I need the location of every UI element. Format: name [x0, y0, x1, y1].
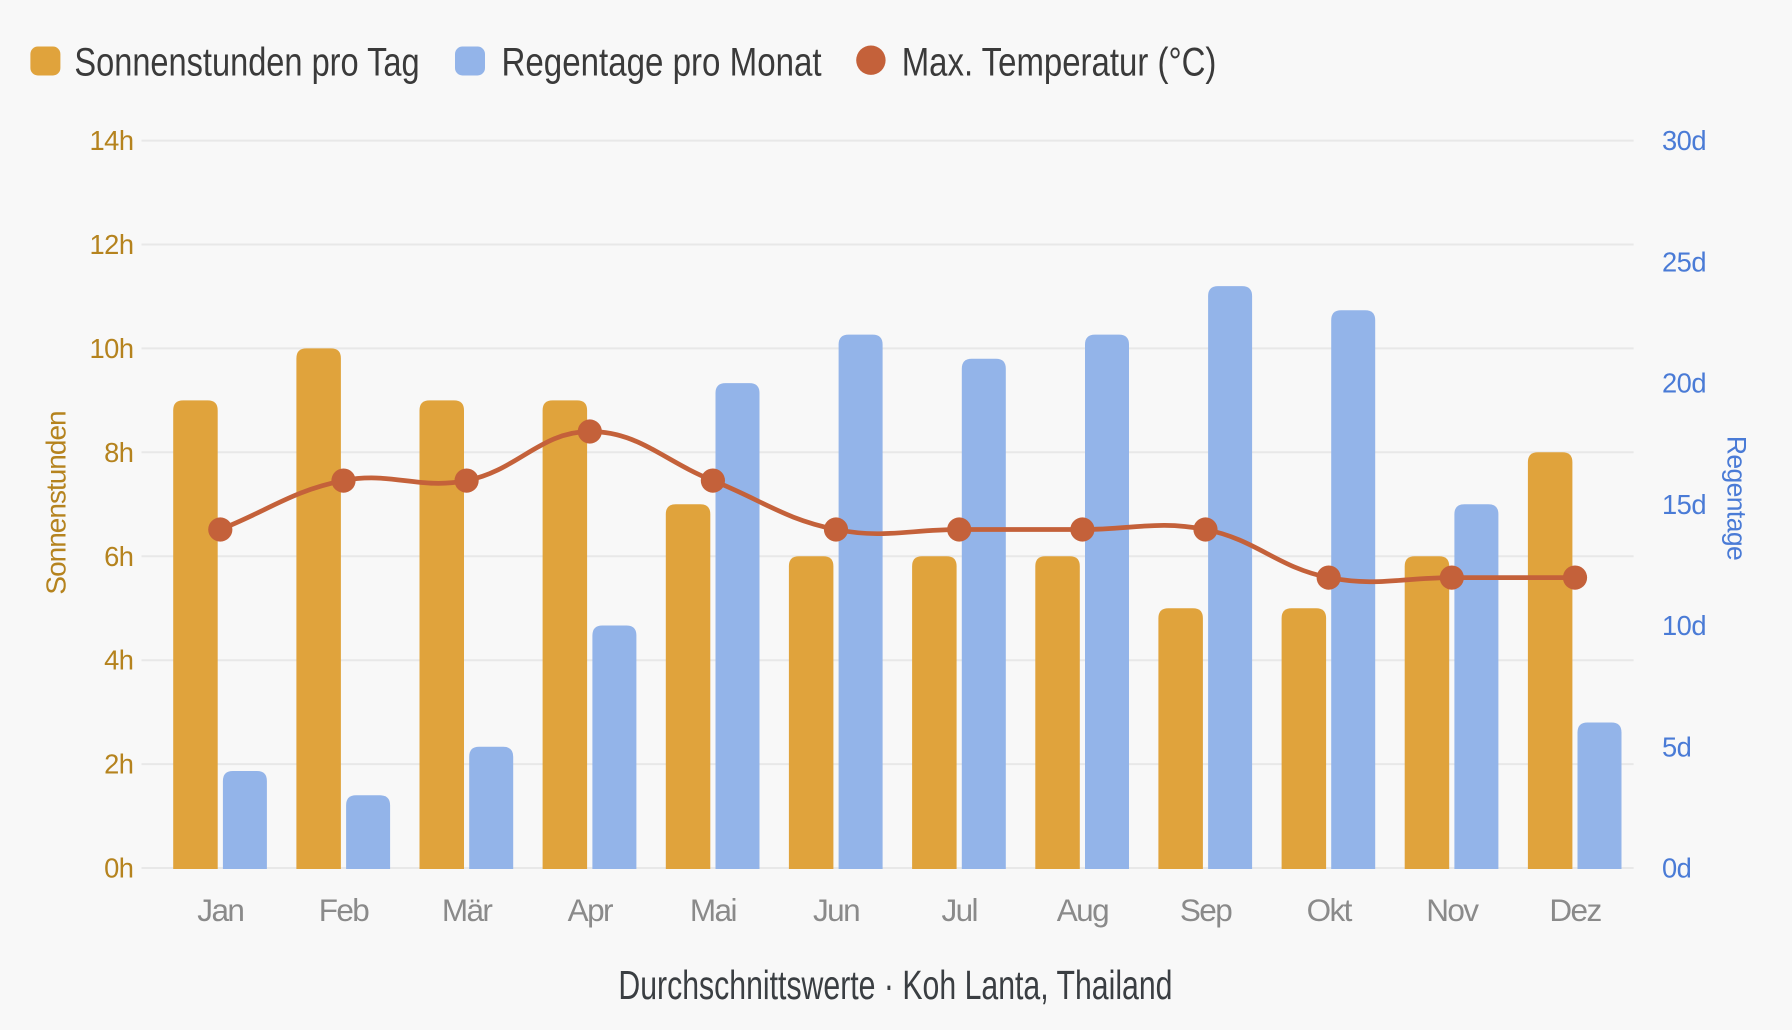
svg-text:5d: 5d — [1662, 731, 1691, 762]
svg-text:0d: 0d — [1662, 853, 1691, 884]
svg-text:20d: 20d — [1662, 368, 1706, 399]
svg-text:10d: 10d — [1662, 610, 1706, 641]
svg-text:Jun: Jun — [813, 892, 859, 928]
svg-text:4h: 4h — [104, 645, 133, 676]
svg-text:25d: 25d — [1662, 246, 1706, 277]
svg-text:Max. Temperatur (°C): Max. Temperatur (°C) — [902, 41, 1217, 85]
svg-text:Okt: Okt — [1307, 892, 1353, 928]
svg-text:Apr: Apr — [568, 892, 613, 928]
svg-text:Dez: Dez — [1549, 892, 1601, 928]
svg-text:Aug: Aug — [1057, 892, 1108, 928]
svg-text:Feb: Feb — [319, 892, 370, 928]
svg-text:10h: 10h — [89, 333, 133, 364]
svg-text:Regentage pro Monat: Regentage pro Monat — [502, 41, 822, 85]
svg-text:Sonnenstunden: Sonnenstunden — [41, 411, 72, 594]
svg-text:6h: 6h — [104, 541, 133, 572]
svg-text:2h: 2h — [104, 749, 133, 780]
svg-text:8h: 8h — [104, 437, 133, 468]
svg-text:Sep: Sep — [1180, 892, 1232, 928]
svg-text:30d: 30d — [1662, 125, 1706, 156]
svg-text:Nov: Nov — [1426, 892, 1479, 928]
svg-text:12h: 12h — [89, 229, 133, 260]
svg-text:Durchschnittswerte · Koh Lanta: Durchschnittswerte · Koh Lanta, Thailand — [618, 962, 1172, 1008]
svg-text:Jul: Jul — [941, 892, 976, 928]
svg-text:0h: 0h — [104, 853, 133, 884]
svg-text:Jan: Jan — [197, 892, 243, 928]
svg-text:15d: 15d — [1662, 489, 1706, 520]
svg-text:Mai: Mai — [690, 892, 736, 928]
svg-text:Sonnenstunden pro Tag: Sonnenstunden pro Tag — [74, 41, 419, 85]
svg-text:14h: 14h — [89, 125, 133, 156]
svg-text:Regentage: Regentage — [1722, 436, 1752, 560]
svg-text:Mär: Mär — [442, 892, 493, 928]
